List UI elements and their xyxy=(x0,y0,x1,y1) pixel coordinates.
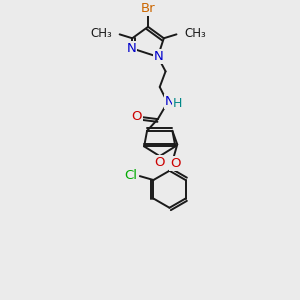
Text: N: N xyxy=(154,50,164,63)
Text: Cl: Cl xyxy=(124,169,137,182)
Text: N: N xyxy=(127,42,136,55)
Text: O: O xyxy=(131,110,142,123)
Text: N: N xyxy=(165,95,174,108)
Text: O: O xyxy=(154,157,165,169)
Text: O: O xyxy=(170,158,181,170)
Text: Br: Br xyxy=(141,2,155,15)
Text: CH₃: CH₃ xyxy=(184,27,206,40)
Text: CH₃: CH₃ xyxy=(90,27,112,40)
Text: H: H xyxy=(172,97,182,110)
